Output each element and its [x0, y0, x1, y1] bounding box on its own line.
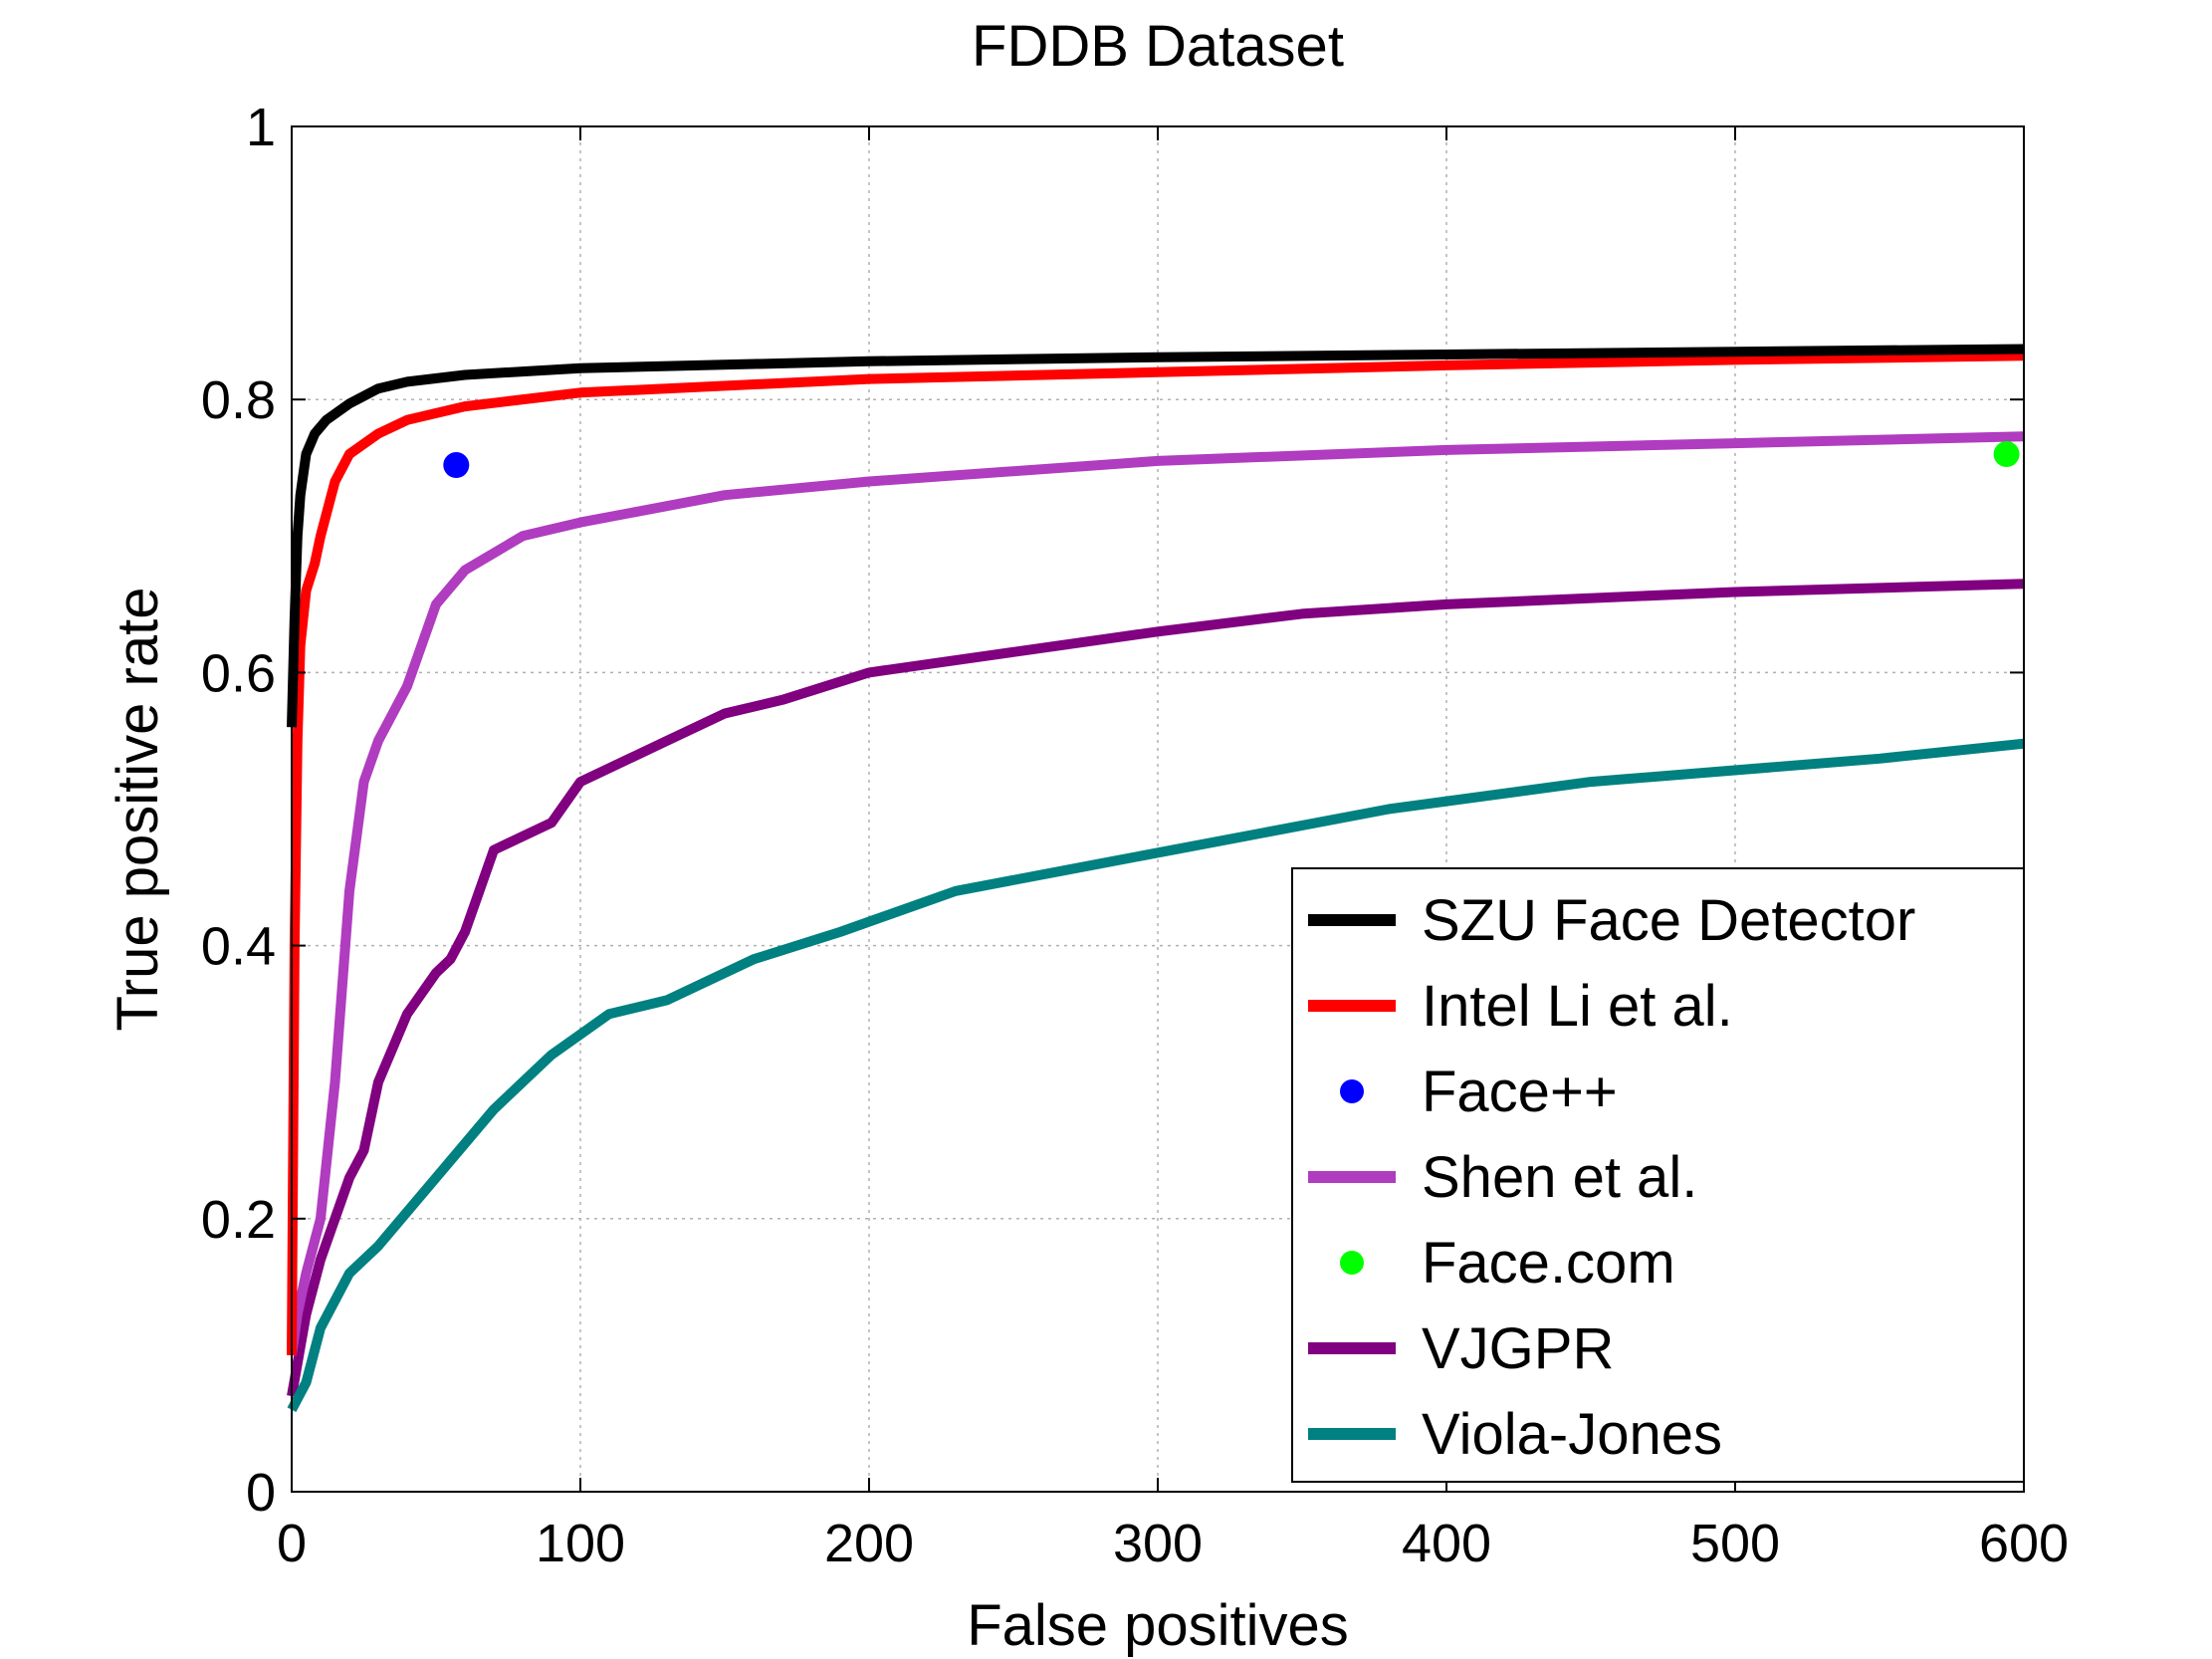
chart-title: FDDB Dataset [972, 14, 1344, 79]
legend-label: Face.com [1422, 1231, 1675, 1296]
data-point-face [443, 452, 470, 479]
series-line-shen-et-al [287, 431, 2025, 1356]
legend-label: SZU Face Detector [1422, 888, 1915, 953]
legend-label: Face++ [1422, 1060, 1618, 1124]
series-shen-et-al [287, 431, 2025, 1356]
data-point-face-com [1993, 441, 2020, 468]
series-viola-jones [287, 738, 2025, 1413]
x-tick-label: 600 [1979, 1514, 2069, 1573]
series-line-intel-li-et-al [287, 351, 2025, 1355]
axis-ticks: 0 100 200 300 400 500 600 0 0.2 0.4 0.6 0.8 1 [201, 98, 2069, 1573]
legend-label: Viola-Jones [1422, 1402, 1722, 1467]
legend-label: Intel Li et al. [1422, 974, 1733, 1039]
x-tick-label: 200 [824, 1514, 914, 1573]
series-layer [287, 344, 2025, 1413]
y-axis-label: True positive rate [106, 588, 170, 1032]
x-tick-label: 500 [1690, 1514, 1780, 1573]
y-tick-label: 0.6 [201, 643, 276, 703]
y-tick-label: 0.8 [201, 370, 276, 430]
x-tick-label: 100 [536, 1514, 625, 1573]
y-tick-label: 1 [246, 98, 276, 157]
series-line-szu-face-detector [287, 344, 2025, 728]
legend-box [1291, 867, 2025, 1483]
legend-item-face: Face++ [1340, 1060, 1618, 1124]
series-vjgpr [287, 579, 2025, 1397]
legend-label: VJGPR [1422, 1316, 1614, 1381]
legend-swatch [1340, 1079, 1364, 1103]
legend-item-szu-face-detector: SZU Face Detector [1308, 888, 1915, 953]
legend-item-viola-jones: Viola-Jones [1308, 1402, 1722, 1467]
x-axis-label: False positives [967, 1593, 1349, 1658]
series-line-viola-jones [287, 738, 2025, 1413]
legend-item-intel-li-et-al: Intel Li et al. [1308, 974, 1733, 1039]
y-tick-label: 0.4 [201, 917, 276, 977]
series-intel-li-et-al [287, 351, 2025, 1355]
series-face [443, 452, 470, 479]
legend-item-vjgpr: VJGPR [1308, 1316, 1614, 1381]
legend-item-face-com: Face.com [1340, 1231, 1675, 1296]
y-tick-label: 0 [246, 1463, 276, 1523]
legend: SZU Face Detector Intel Li et al. Face++ Sh… [1291, 867, 2025, 1483]
legend-label: Shen et al. [1422, 1145, 1697, 1210]
x-tick-label: 300 [1113, 1514, 1203, 1573]
series-face-com [1993, 441, 2020, 468]
series-szu-face-detector [287, 344, 2025, 728]
x-tick-label: 0 [277, 1514, 307, 1573]
series-line-vjgpr [287, 579, 2025, 1397]
x-tick-label: 400 [1402, 1514, 1491, 1573]
y-tick-label: 0.2 [201, 1190, 276, 1250]
legend-swatch [1340, 1251, 1364, 1275]
legend-item-shen-et-al: Shen et al. [1308, 1145, 1697, 1210]
